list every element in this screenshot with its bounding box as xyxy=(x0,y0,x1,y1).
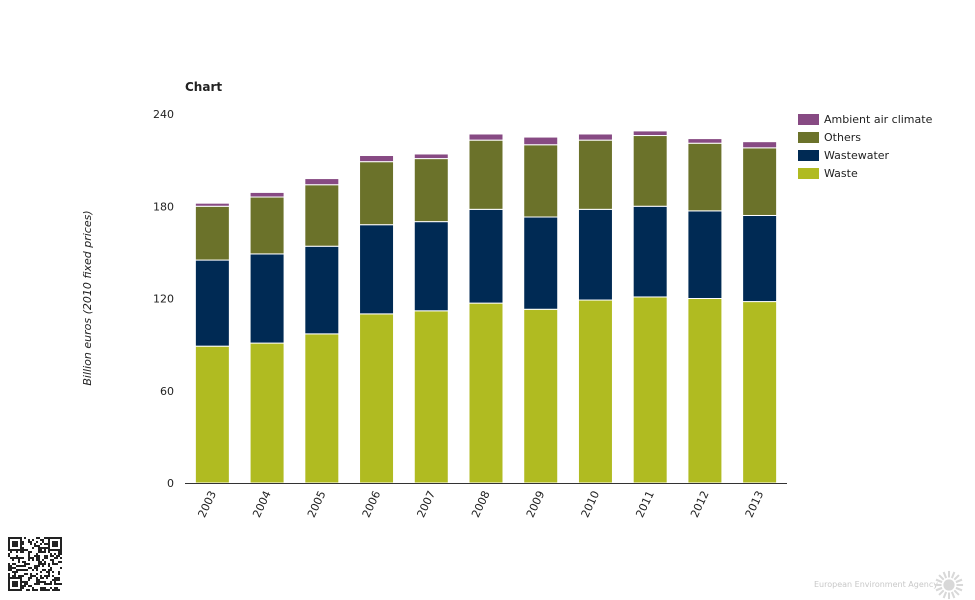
bar-others-2007[interactable] xyxy=(413,158,449,223)
bar-wastewater-2006[interactable] xyxy=(359,224,395,315)
x-tick-label: 2011 xyxy=(633,489,657,520)
bar-ambient-air-climate-2010[interactable] xyxy=(577,133,613,141)
y-tick-label: 240 xyxy=(153,108,174,121)
legend-label-waste[interactable]: Waste xyxy=(824,167,858,180)
bar-waste-2006[interactable] xyxy=(359,313,395,484)
qr-code-icon xyxy=(8,537,62,591)
bar-others-2013[interactable] xyxy=(742,147,778,216)
x-tick-label: 2010 xyxy=(579,489,603,520)
bar-ambient-air-climate-2006[interactable] xyxy=(359,155,395,163)
bar-waste-2007[interactable] xyxy=(413,310,449,484)
x-tick-label: 2012 xyxy=(688,489,712,520)
bar-wastewater-2004[interactable] xyxy=(249,253,285,344)
legend-label-wastewater[interactable]: Wastewater xyxy=(824,149,890,162)
bar-wastewater-2005[interactable] xyxy=(304,245,340,335)
bar-wastewater-2011[interactable] xyxy=(632,205,668,298)
bar-waste-2003[interactable] xyxy=(194,345,230,484)
bars-layer xyxy=(194,130,778,484)
bar-ambient-air-climate-2007[interactable] xyxy=(413,153,449,160)
y-tick-label: 60 xyxy=(160,385,174,398)
x-tick-label: 2013 xyxy=(743,489,767,520)
bar-wastewater-2013[interactable] xyxy=(742,214,778,303)
bar-waste-2012[interactable] xyxy=(687,298,723,484)
y-axis-label: Billion euros (2010 fixed prices) xyxy=(81,210,94,385)
legend: Ambient air climate Others Wastewater Waste xyxy=(798,113,933,180)
x-tick-label: 2009 xyxy=(524,489,548,520)
bar-others-2004[interactable] xyxy=(249,196,285,255)
bar-wastewater-2009[interactable] xyxy=(523,216,559,310)
x-tick-label: 2007 xyxy=(414,489,438,520)
bar-others-2005[interactable] xyxy=(304,184,340,247)
bar-others-2010[interactable] xyxy=(577,139,613,210)
bar-waste-2013[interactable] xyxy=(742,301,778,484)
bar-ambient-air-climate-2011[interactable] xyxy=(632,130,668,137)
bar-others-2008[interactable] xyxy=(468,139,504,210)
y-tick-label: 0 xyxy=(167,477,174,490)
legend-label-others[interactable]: Others xyxy=(824,131,861,144)
bar-waste-2011[interactable] xyxy=(632,296,668,484)
bar-others-2003[interactable] xyxy=(194,205,230,261)
legend-swatch-waste xyxy=(798,168,819,179)
x-tick-label: 2005 xyxy=(305,489,329,520)
legend-swatch-wastewater xyxy=(798,150,819,161)
bar-wastewater-2007[interactable] xyxy=(413,221,449,312)
agency-logo-icon xyxy=(934,570,964,600)
y-tick-label: 180 xyxy=(153,200,174,213)
x-tick-label: 2003 xyxy=(195,489,219,520)
bar-ambient-air-climate-2012[interactable] xyxy=(687,138,723,144)
bar-wastewater-2012[interactable] xyxy=(687,210,723,299)
x-tick-label: 2008 xyxy=(469,489,493,520)
bar-ambient-air-climate-2005[interactable] xyxy=(304,178,340,186)
agency-name: European Environment Agency xyxy=(814,580,938,589)
bar-ambient-air-climate-2009[interactable] xyxy=(523,136,559,146)
bar-waste-2004[interactable] xyxy=(249,342,285,484)
bar-waste-2008[interactable] xyxy=(468,302,504,484)
legend-swatch-ambient-air-climate xyxy=(798,114,819,125)
bar-wastewater-2008[interactable] xyxy=(468,208,504,304)
bar-others-2006[interactable] xyxy=(359,161,395,226)
legend-swatch-others xyxy=(798,132,819,143)
bar-ambient-air-climate-2013[interactable] xyxy=(742,141,778,149)
bar-ambient-air-climate-2008[interactable] xyxy=(468,133,504,141)
bar-others-2011[interactable] xyxy=(632,135,668,207)
bar-others-2012[interactable] xyxy=(687,142,723,212)
bar-ambient-air-climate-2003[interactable] xyxy=(194,202,230,207)
bar-wastewater-2003[interactable] xyxy=(194,259,230,347)
bar-wastewater-2010[interactable] xyxy=(577,208,613,301)
x-tick-label: 2006 xyxy=(360,489,384,520)
legend-label-ambient-air-climate[interactable]: Ambient air climate xyxy=(824,113,933,126)
bar-waste-2005[interactable] xyxy=(304,333,340,484)
bar-waste-2010[interactable] xyxy=(577,299,613,484)
x-tick-label: 2004 xyxy=(250,489,274,520)
bar-ambient-air-climate-2004[interactable] xyxy=(249,191,285,198)
bar-waste-2009[interactable] xyxy=(523,308,559,484)
bar-others-2009[interactable] xyxy=(523,144,559,218)
y-tick-label: 120 xyxy=(153,293,174,306)
chart-title: Chart xyxy=(185,80,223,94)
